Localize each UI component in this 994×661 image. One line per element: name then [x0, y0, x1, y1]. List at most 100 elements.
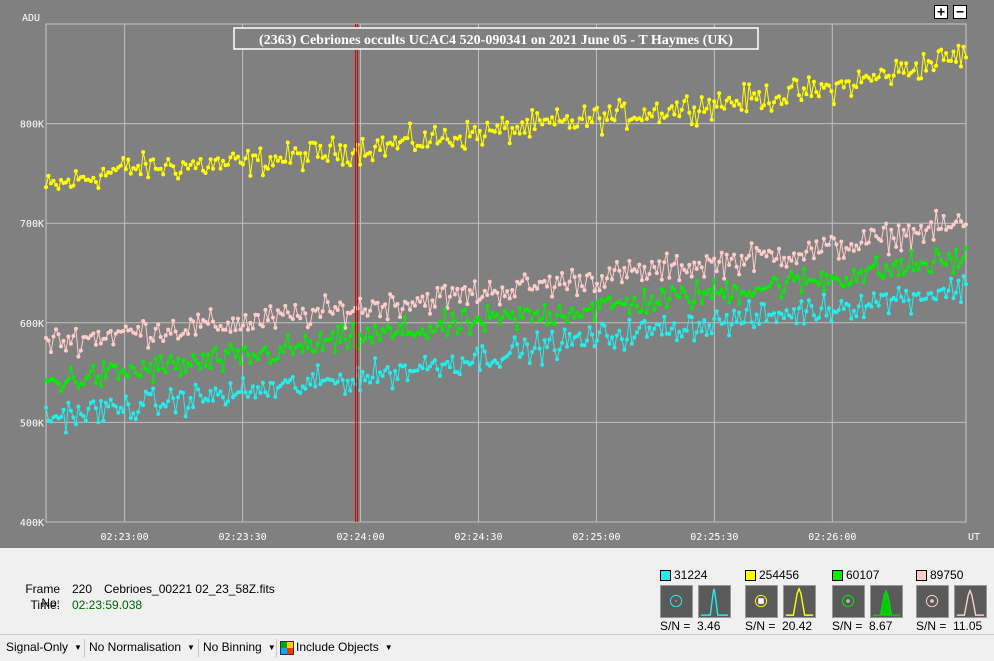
data-point [754, 97, 759, 102]
psf-profile-thumbnail[interactable] [783, 585, 816, 618]
data-point [772, 311, 776, 316]
data-point [350, 151, 355, 156]
data-point [465, 119, 470, 124]
data-point [475, 315, 480, 320]
data-point [68, 365, 73, 370]
psf-profile-thumbnail[interactable] [698, 585, 731, 618]
data-point [475, 346, 480, 351]
data-point [667, 275, 672, 280]
data-point [769, 250, 774, 255]
data-point [428, 311, 432, 316]
data-point [166, 360, 171, 365]
data-point [158, 354, 163, 358]
data-point [954, 247, 958, 252]
data-point [652, 265, 657, 269]
data-point [193, 166, 198, 171]
data-point [577, 331, 582, 336]
zoom-out-button[interactable]: − [953, 5, 967, 19]
light-curve-chart[interactable]: 400K 500K 600K 700K 800K 02:23:00 02:23:30 02:2… [0, 0, 994, 548]
include-objects-dropdown[interactable]: Include Objects ▼ [280, 640, 393, 655]
data-point [510, 344, 515, 349]
zoom-in-button[interactable]: + [934, 5, 948, 19]
data-point [128, 171, 133, 176]
data-point [158, 166, 163, 171]
data-point [442, 307, 447, 312]
data-point [540, 362, 545, 367]
data-point [455, 286, 460, 291]
data-point [213, 386, 218, 391]
data-point [288, 378, 293, 382]
data-point [146, 369, 151, 374]
data-point [176, 395, 181, 400]
series-31224 [44, 274, 968, 435]
object-panel-60107[interactable]: 60107 S/N = 8.67 [832, 568, 906, 633]
data-point [96, 329, 101, 334]
data-point [101, 418, 106, 423]
data-point [587, 325, 592, 330]
data-point [869, 304, 874, 309]
data-point [462, 307, 467, 312]
aperture-thumbnail[interactable] [832, 585, 865, 618]
data-point [612, 268, 617, 272]
data-point [782, 289, 786, 294]
data-point [779, 295, 784, 300]
data-point [764, 319, 769, 324]
data-point [540, 122, 545, 127]
data-point [550, 294, 555, 299]
normalisation-dropdown[interactable]: No Normalisation ▼ [89, 640, 195, 654]
data-point [712, 256, 717, 261]
data-point [123, 167, 128, 172]
data-point [517, 305, 522, 310]
data-point [133, 167, 138, 172]
data-point [63, 348, 68, 353]
data-point [886, 73, 891, 78]
aperture-thumbnail[interactable] [916, 585, 949, 618]
data-point [151, 386, 156, 391]
object-panel-254456[interactable]: 254456 S/N = 20.42 [745, 568, 819, 633]
data-point [228, 381, 233, 386]
data-point [744, 293, 749, 298]
data-point [861, 315, 866, 320]
data-point [575, 311, 580, 315]
data-point [742, 262, 747, 267]
data-point [729, 256, 734, 261]
data-point [944, 51, 949, 56]
data-point [602, 111, 607, 116]
data-point [797, 306, 801, 311]
psf-profile-thumbnail[interactable] [870, 585, 903, 618]
data-point [662, 289, 667, 294]
psf-profile-thumbnail[interactable] [954, 585, 987, 618]
data-point [425, 291, 430, 296]
data-point [231, 347, 235, 352]
aperture-thumbnail[interactable] [660, 585, 693, 618]
signal-mode-dropdown[interactable]: Signal-Only ▼ [6, 640, 82, 654]
data-point [747, 253, 752, 258]
data-point [627, 317, 632, 322]
data-point [764, 254, 769, 259]
data-point [929, 60, 934, 65]
data-point [61, 338, 66, 343]
data-point [926, 225, 931, 230]
data-point [497, 364, 502, 369]
binning-dropdown[interactable]: No Binning ▼ [203, 640, 276, 654]
object-panel-89750[interactable]: 89750 S/N = 11.05 [916, 568, 990, 633]
aperture-thumbnail[interactable] [745, 585, 778, 618]
object-panel-31224[interactable]: 31224 S/N = 3.46 [660, 568, 734, 633]
data-point [684, 94, 689, 99]
data-point [268, 304, 273, 309]
data-point [555, 275, 560, 280]
data-point [934, 208, 939, 213]
data-point [565, 287, 570, 292]
data-point [737, 301, 742, 306]
data-point [961, 44, 966, 49]
data-point [916, 231, 921, 236]
chart-title-box: (2363) Cebriones occults UCAC4 520-09034… [233, 27, 759, 50]
data-point [659, 277, 664, 282]
data-point [911, 226, 916, 231]
chevron-down-icon: ▼ [187, 643, 195, 653]
data-point [437, 139, 442, 144]
data-point [260, 324, 265, 329]
data-point [959, 219, 963, 224]
data-point [303, 386, 308, 391]
data-point [290, 317, 295, 321]
